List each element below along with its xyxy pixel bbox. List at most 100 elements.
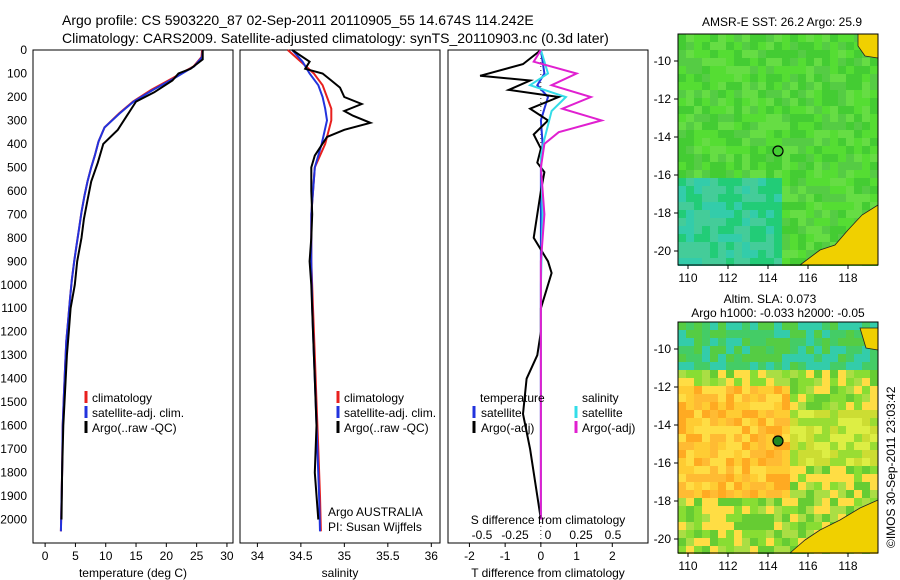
map-cell xyxy=(750,418,758,426)
map-cell xyxy=(838,106,846,114)
map-cell xyxy=(710,394,718,402)
map-cell xyxy=(742,338,750,346)
map-cell xyxy=(782,258,790,266)
map-cell xyxy=(806,330,814,338)
map-cell xyxy=(694,514,702,522)
map-cell xyxy=(822,330,830,338)
map-cell xyxy=(686,370,694,378)
map-cell xyxy=(870,378,878,386)
map-cell xyxy=(686,138,694,146)
map-cell xyxy=(742,258,750,266)
map-cell xyxy=(678,458,686,466)
map-cell xyxy=(734,498,742,506)
map-cell xyxy=(742,58,750,66)
map-cell xyxy=(846,338,854,346)
map-cell xyxy=(774,34,782,42)
map-cell xyxy=(726,162,734,170)
map-cell xyxy=(686,210,694,218)
map-cell xyxy=(782,538,790,546)
map-cell xyxy=(734,450,742,458)
map-cell xyxy=(678,178,686,186)
map-cell xyxy=(830,66,838,74)
map-cell xyxy=(686,58,694,66)
map-cell xyxy=(846,82,854,90)
map-cell xyxy=(806,114,814,122)
map-cell xyxy=(870,106,878,114)
map-cell xyxy=(838,322,846,330)
map-cell xyxy=(734,378,742,386)
map-cell xyxy=(870,130,878,138)
map-cell xyxy=(702,330,710,338)
map-cell xyxy=(774,178,782,186)
map-cell xyxy=(726,322,734,330)
map-cell xyxy=(750,346,758,354)
map-cell xyxy=(862,98,870,106)
map-cell xyxy=(790,90,798,98)
map-cell xyxy=(710,482,718,490)
map-cell xyxy=(742,122,750,130)
map-cell xyxy=(854,90,862,98)
map-x-tick-label: 116 xyxy=(798,559,817,573)
map-cell xyxy=(846,362,854,370)
map-cell xyxy=(862,426,870,434)
map-cell xyxy=(734,98,742,106)
map-cell xyxy=(774,234,782,242)
map-cell xyxy=(766,98,774,106)
map-cell xyxy=(782,218,790,226)
map-cell xyxy=(766,338,774,346)
map-cell xyxy=(782,402,790,410)
map-cell xyxy=(742,450,750,458)
map-cell xyxy=(830,74,838,82)
map-cell xyxy=(758,370,766,378)
map-cell xyxy=(734,162,742,170)
map-cell xyxy=(870,482,878,490)
map-cell xyxy=(734,34,742,42)
map-cell xyxy=(686,106,694,114)
map-cell xyxy=(758,90,766,98)
depth-axis: 0 100 200 300 400 500 600 700 800 900 1000 1100 1200… xyxy=(0,43,27,527)
map-cell xyxy=(742,170,750,178)
map-cell xyxy=(822,338,830,346)
map-cell xyxy=(758,322,766,330)
header-line-2: Climatology: CARS2009. Satellite-adjuste… xyxy=(62,30,609,46)
map-cell xyxy=(710,50,718,58)
map-cell xyxy=(694,538,702,546)
map-cell xyxy=(710,218,718,226)
map-cell xyxy=(742,426,750,434)
map-cell xyxy=(822,434,830,442)
map-cell xyxy=(774,258,782,266)
map-cell xyxy=(678,426,686,434)
map-cell xyxy=(790,338,798,346)
map-cell xyxy=(710,130,718,138)
map-cell xyxy=(854,490,862,498)
map-cell xyxy=(846,114,854,122)
series-line xyxy=(59,49,204,532)
map-cell xyxy=(862,114,870,122)
map-cell xyxy=(862,394,870,402)
map-cell xyxy=(814,506,822,514)
map-cell xyxy=(702,410,710,418)
map-cell xyxy=(710,418,718,426)
map-cell xyxy=(766,242,774,250)
map-cell xyxy=(758,426,766,434)
map-cell xyxy=(838,50,846,58)
map-cell xyxy=(702,178,710,186)
map-cell xyxy=(806,50,814,58)
map-cell xyxy=(702,194,710,202)
map-cell xyxy=(870,58,878,66)
map-cell xyxy=(742,386,750,394)
map-cell xyxy=(686,66,694,74)
map-cell xyxy=(798,354,806,362)
map-cell xyxy=(758,378,766,386)
map-cell xyxy=(790,210,798,218)
map-cell xyxy=(798,114,806,122)
map-cell xyxy=(686,250,694,258)
map-cell xyxy=(678,450,686,458)
map-cell xyxy=(822,514,830,522)
map-cell xyxy=(678,370,686,378)
map-cell xyxy=(702,90,710,98)
map-cell xyxy=(854,442,862,450)
map-cell xyxy=(862,106,870,114)
map-cell xyxy=(766,178,774,186)
map-cell xyxy=(766,538,774,546)
